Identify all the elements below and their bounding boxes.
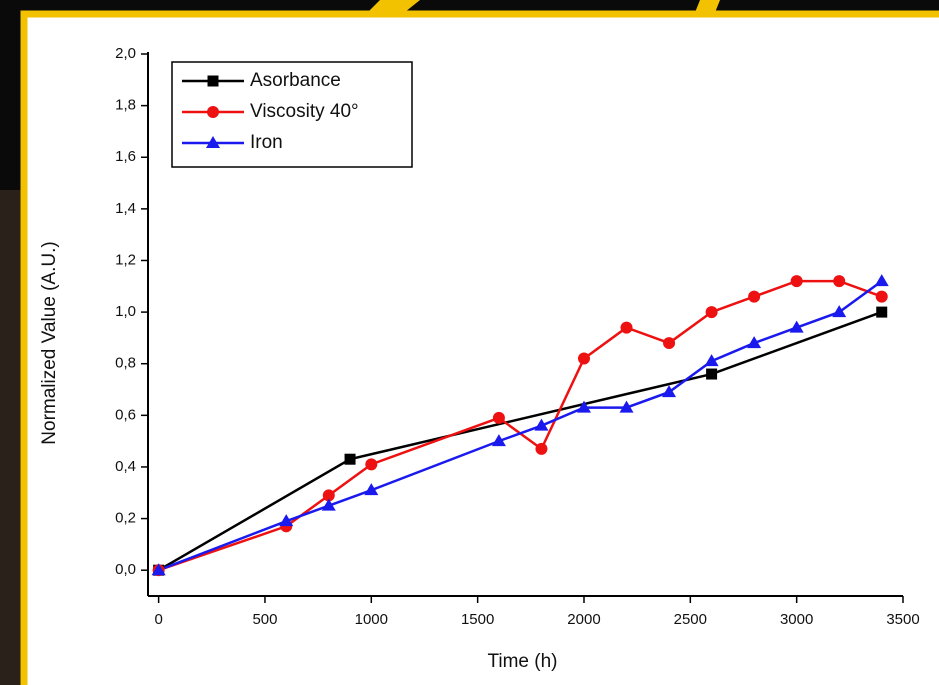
marker: [874, 274, 889, 287]
marker: [833, 275, 846, 288]
x-tick-label: 2500: [674, 611, 707, 628]
x-tick-label: 1000: [355, 611, 388, 628]
y-tick-label: 1,0: [115, 303, 136, 320]
marker: [365, 458, 378, 471]
x-tick-label: 1500: [461, 611, 494, 628]
marker: [321, 498, 336, 511]
marker: [364, 483, 379, 496]
y-tick-label: 1,2: [115, 251, 136, 268]
legend-marker: [206, 136, 220, 148]
chart-panel: [20, 10, 939, 685]
marker: [577, 352, 590, 365]
marker: [704, 354, 719, 367]
marker: [706, 368, 718, 380]
y-tick-label: 0,2: [115, 510, 136, 527]
series-line: [158, 280, 883, 572]
y-tick-label: 0,8: [115, 355, 136, 372]
y-tick-label: 1,8: [115, 97, 136, 114]
y-tick-label: 1,4: [115, 200, 136, 217]
marker: [748, 290, 761, 303]
marker: [535, 442, 548, 455]
y-tick-label: 0,4: [115, 458, 136, 475]
marker: [344, 453, 356, 465]
marker: [620, 321, 633, 334]
marker: [576, 400, 591, 413]
marker: [875, 290, 888, 303]
x-tick-label: 0: [154, 611, 162, 628]
marker: [747, 336, 762, 349]
marker: [279, 514, 294, 527]
marker: [705, 306, 718, 319]
marker: [151, 563, 166, 576]
y-tick-label: 1,6: [115, 148, 136, 165]
y-axis-title: Normalized Value (A.U.): [39, 241, 60, 444]
marker: [832, 305, 847, 318]
marker: [492, 411, 505, 424]
y-tick-label: 2,0: [115, 45, 136, 62]
marker: [790, 275, 803, 288]
legend-label: Asorbance: [250, 70, 341, 91]
marker: [491, 434, 506, 447]
marker: [789, 320, 804, 333]
x-axis-title: Time (h): [487, 651, 557, 672]
plot-area: 0 500 1000 1500 2000 2500 3000 3500 0,0 0,2 0,4 0,6…: [39, 45, 920, 672]
marker: [619, 400, 634, 413]
x-tick-label: 2000: [567, 611, 600, 628]
legend-label: Viscosity 40°: [250, 101, 359, 122]
series-line: [158, 279, 883, 572]
marker: [534, 418, 549, 431]
marker: [663, 337, 676, 350]
legend-marker: [207, 106, 219, 118]
marker: [322, 489, 335, 502]
y-tick-label: 0,0: [115, 561, 136, 578]
x-tick-label: 500: [252, 611, 277, 628]
x-tick-label: 3000: [780, 611, 813, 628]
marker: [662, 385, 677, 398]
x-tick-label: 3500: [886, 611, 919, 628]
series-line: [158, 310, 883, 572]
marker: [876, 306, 888, 318]
y-tick-label: 0,6: [115, 406, 136, 423]
legend-label: Iron: [250, 132, 283, 153]
legend-marker: [207, 75, 219, 87]
